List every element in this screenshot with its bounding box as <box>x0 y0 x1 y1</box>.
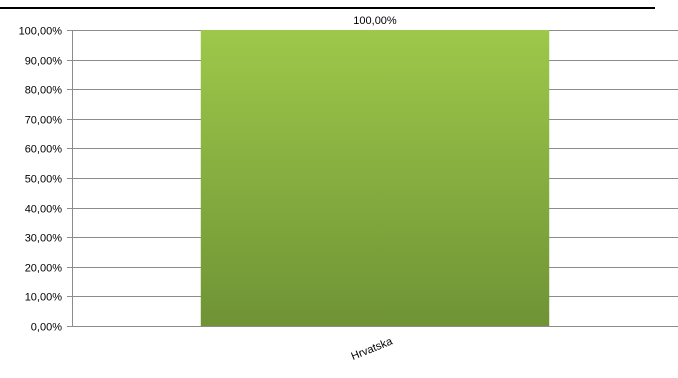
data-labels: 100,00% <box>353 15 397 27</box>
data-label: 100,00% <box>353 15 397 27</box>
y-tick-label: 100,00% <box>19 26 63 38</box>
bars <box>200 30 550 326</box>
x-tick-label: Hrvatska <box>350 335 396 363</box>
y-tick-label: 50,00% <box>25 174 63 186</box>
y-tick-label: 90,00% <box>25 56 63 68</box>
y-tick-label: 10,00% <box>25 292 63 304</box>
bar-hrvatska <box>200 30 550 326</box>
y-axis-tick-labels: 0,00% 10,00% 20,00% 30,00% 40,00% 50,00% 60,00… <box>19 26 63 334</box>
y-tick-label: 60,00% <box>25 144 63 156</box>
x-axis-tick-labels: Hrvatska <box>350 335 396 363</box>
y-tick-label: 0,00% <box>31 322 62 334</box>
y-tick-label: 20,00% <box>25 263 63 275</box>
y-tick-label: 30,00% <box>25 233 63 245</box>
y-tick-label: 70,00% <box>25 115 63 127</box>
y-tick-label: 80,00% <box>25 85 63 97</box>
y-tick-label: 40,00% <box>25 204 63 216</box>
